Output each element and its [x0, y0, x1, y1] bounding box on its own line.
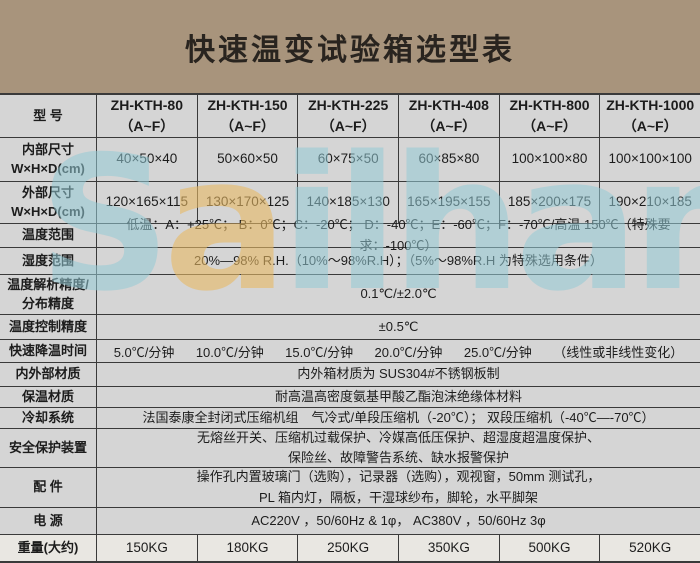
- weight-cell: 500KG: [499, 535, 601, 561]
- row-label-power: 电 源: [0, 508, 97, 534]
- model-cell: ZH-KTH-225 （A~F）: [298, 95, 400, 137]
- outer-size-cell: 130×170×125: [198, 182, 299, 223]
- inner-size-cell: 40×50×40: [97, 138, 198, 181]
- model-range: （A~F）: [320, 118, 376, 134]
- weight-cell: 250KG: [298, 535, 400, 561]
- cooling-time-value: 15.0℃/分钟: [285, 344, 354, 360]
- row-label-cooling-system: 冷却系统: [0, 408, 97, 428]
- row-label-line: 分布精度: [21, 295, 74, 311]
- row-label-line: W×H×D(cm): [11, 203, 85, 219]
- row-label-insulation: 保温材质: [0, 387, 97, 407]
- model-cell: ZH-KTH-80 （A~F）: [97, 95, 198, 137]
- spec-table: 型 号 ZH-KTH-80 （A~F） ZH-KTH-150 （A~F） ZH-…: [0, 93, 700, 563]
- cooling-time-values: 5.0℃/分钟 10.0℃/分钟 15.0℃/分钟 20.0℃/分钟 25.0℃…: [97, 340, 700, 362]
- table-row-outer-size: 外部尺寸 W×H×D(cm) 120×165×115 130×170×125 1…: [0, 182, 700, 224]
- table-row-weight: 重量(大约) 150KG 180KG 250KG 350KG 500KG 520…: [0, 535, 700, 561]
- cooling-time-value: 10.0℃/分钟: [195, 344, 264, 360]
- row-label-cooling-time: 快速降温时间: [0, 340, 97, 362]
- table-row-control-accuracy: 温度控制精度 ±0.5℃: [0, 315, 700, 340]
- row-label-line: W×H×D(cm): [11, 160, 85, 176]
- table-row-materials: 内外部材质 内外箱材质为 SUS304#不锈钢板制: [0, 363, 700, 387]
- model-name: ZH-KTH-800: [509, 97, 590, 113]
- model-range: （A~F）: [220, 118, 275, 134]
- power-value: AC220V ，50/60Hz & 1φ， AC380V ，50/60Hz 3φ: [251, 512, 546, 528]
- model-range: （A~F）: [522, 118, 577, 134]
- accessories-value: 操作孔内置玻璃门（选购），记录器（选购），观视窗，50mm 测试孔， PL 箱内…: [97, 468, 700, 507]
- model-name: ZH-KTH-408: [408, 97, 489, 113]
- title-bar: 快速温变试验箱选型表: [0, 0, 700, 93]
- weight-cell: 180KG: [197, 535, 299, 561]
- safety-value: 无熔丝开关、压缩机过载保护、冷媒高低压保护、超湿度超温度保护、 保险丝、故障警告…: [97, 429, 700, 467]
- model-name: ZH-KTH-1000: [606, 97, 695, 113]
- weight-cell: 150KG: [97, 535, 198, 561]
- model-cell: ZH-KTH-408 （A~F）: [399, 95, 500, 137]
- row-label-inner-size: 内部尺寸 W×H×D(cm): [0, 138, 97, 181]
- row-label-accessories: 配 件: [0, 468, 97, 507]
- weight-cell: 520KG: [600, 535, 700, 561]
- row-label-control-accuracy: 温度控制精度: [0, 315, 97, 339]
- safety-line: 无熔丝开关、压缩机过载保护、冷媒高低压保护、超湿度超温度保护、: [196, 429, 600, 445]
- table-row-cooling-time: 快速降温时间 5.0℃/分钟 10.0℃/分钟 15.0℃/分钟 20.0℃/分…: [0, 340, 700, 363]
- model-name: ZH-KTH-225: [308, 97, 389, 113]
- row-label-outer-size: 外部尺寸 W×H×D(cm): [0, 182, 97, 223]
- model-cell: ZH-KTH-1000 （A~F）: [600, 95, 700, 137]
- row-label-temp-range: 温度范围: [0, 224, 97, 247]
- row-label-model: 型 号: [0, 95, 97, 137]
- accessories-line: 操作孔内置玻璃门（选购），记录器（选购），观视窗，50mm 测试孔，: [196, 469, 601, 485]
- outer-size-cell: 190×210×185: [608, 194, 692, 210]
- table-row-inner-size: 内部尺寸 W×H×D(cm) 40×50×40 50×60×50 60×75×5…: [0, 138, 700, 182]
- model-range: （A~F）: [421, 118, 477, 134]
- cooling-time-note: （线性或非线性变化）: [553, 344, 684, 360]
- table-row-model: 型 号 ZH-KTH-80 （A~F） ZH-KTH-150 （A~F） ZH-…: [0, 95, 700, 138]
- model-cell: ZH-KTH-150 （A~F）: [198, 95, 299, 137]
- control-accuracy-value: ±0.5℃: [378, 318, 419, 334]
- row-label-line: 温度解析精度/: [7, 277, 89, 293]
- outer-size-cell: 120×165×115: [97, 182, 198, 223]
- inner-size-cell: 100×100×100: [608, 151, 692, 167]
- weight-cell: 350KG: [399, 535, 500, 561]
- model-name: ZH-KTH-80: [110, 97, 183, 113]
- temp-range-value: 低温：A：+25℃； B：0℃；C：-20℃； D：-40℃；E：-60℃；F：…: [126, 217, 671, 253]
- inner-size-cell: 100×100×80: [500, 138, 601, 181]
- table-row-accessories: 配 件 操作孔内置玻璃门（选购），记录器（选购），观视窗，50mm 测试孔， P…: [0, 468, 700, 508]
- model-cell: ZH-KTH-800 （A~F）: [500, 95, 601, 137]
- model-name: ZH-KTH-150: [207, 97, 288, 113]
- table-row-power: 电 源 AC220V ，50/60Hz & 1φ， AC380V ，50/60H…: [0, 508, 700, 535]
- outer-size-cell: 185×200×175: [500, 182, 601, 223]
- row-label-line: 外部尺寸: [21, 185, 74, 201]
- row-label-line: 内部尺寸: [21, 142, 74, 158]
- page-title: 快速温变试验箱选型表: [185, 33, 515, 67]
- table-row-safety: 安全保护装置 无熔丝开关、压缩机过载保护、冷媒高低压保护、超湿度超温度保护、 保…: [0, 429, 700, 468]
- table-row-humidity-range: 湿度范围 20%—98% R.H.（10%～98%R.H）；（5%～98%R.H…: [0, 248, 700, 275]
- row-label-safety: 安全保护装置: [0, 429, 97, 467]
- materials-value: 内外箱材质为 SUS304#不锈钢板制: [297, 366, 500, 382]
- row-label-humidity-range: 湿度范围: [0, 248, 97, 274]
- cooling-system-value: 法国泰康全封闭式压缩机组 气冷式/单段压缩机（-20℃）； 双段压缩机（-40℃…: [142, 409, 655, 425]
- cooling-time-value: 20.0℃/分钟: [374, 344, 443, 360]
- cooling-time-value: 25.0℃/分钟: [463, 344, 532, 360]
- model-range: （A~F）: [119, 118, 175, 134]
- table-row-cooling-system: 冷却系统 法国泰康全封闭式压缩机组 气冷式/单段压缩机（-20℃）； 双段压缩机…: [0, 408, 700, 429]
- accessories-line: PL 箱内灯，隔板，干湿球纱布，脚轮，水平脚架: [258, 489, 539, 505]
- insulation-value: 耐高温高密度氨基甲酸乙酯泡沫绝缘体材料: [274, 388, 522, 404]
- outer-size-cell: 140×185×130: [298, 182, 400, 223]
- inner-size-cell: 60×75×50: [298, 138, 400, 181]
- cooling-time-value: 5.0℃/分钟: [113, 344, 175, 360]
- inner-size-cell: 60×85×80: [399, 138, 500, 181]
- table-row-resolution: 温度解析精度/ 分布精度 0.1℃/±2.0℃: [0, 275, 700, 315]
- table-row-insulation: 保温材质 耐高温高密度氨基甲酸乙酯泡沫绝缘体材料: [0, 387, 700, 408]
- safety-line: 保险丝、故障警告系统、缺水报警保护: [287, 450, 509, 465]
- humidity-range-value: 20%—98% R.H.（10%～98%R.H）；（5%～98%R.H 为特殊选…: [194, 252, 603, 268]
- inner-size-cell: 50×60×50: [198, 138, 299, 181]
- resolution-value: 0.1℃/±2.0℃: [360, 286, 437, 302]
- outer-size-cell: 165×195×155: [399, 182, 500, 223]
- model-range: （A~F）: [622, 118, 678, 134]
- table-row-temp-range: 温度范围 低温：A：+25℃； B：0℃；C：-20℃； D：-40℃；E：-6…: [0, 217, 700, 253]
- row-label-weight: 重量(大约): [0, 535, 97, 561]
- row-label-materials: 内外部材质: [0, 363, 97, 386]
- row-label-resolution: 温度解析精度/ 分布精度: [0, 275, 97, 314]
